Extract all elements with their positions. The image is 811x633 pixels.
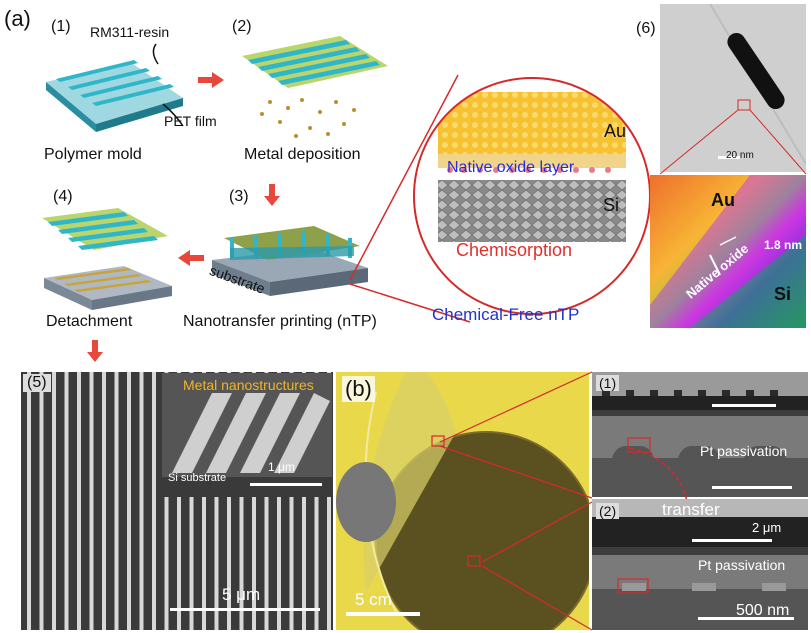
step4-caption: Detachment xyxy=(46,313,133,330)
sem2-passivation-label: Pt passivation xyxy=(698,557,786,573)
oxide-thickness-label: 1.8 nm xyxy=(764,238,803,252)
sem-scale-bar xyxy=(170,608,320,611)
sem-number: (5) xyxy=(23,374,51,392)
arrow-down-icon xyxy=(87,340,103,362)
hrtem-au-label: Au xyxy=(711,190,735,210)
sem1-passivation-label: Pt passivation xyxy=(700,443,788,459)
polymer-mold-illustration xyxy=(46,43,184,132)
zoom-au-label: Au xyxy=(604,121,627,141)
tem-zoom-lines xyxy=(659,109,807,175)
wafer-scale-label: 5 cm xyxy=(355,590,392,609)
step1-number: (1) xyxy=(51,18,71,35)
sem-inset-title: Metal nanostructures xyxy=(183,377,314,393)
native-oxide-layer-label: Native oxide layer xyxy=(447,159,575,176)
sem-inset-image xyxy=(162,373,332,497)
step2-number: (2) xyxy=(232,18,252,35)
sem1-number: (1) xyxy=(596,375,620,391)
arrow-right-icon xyxy=(198,72,224,88)
chemisorption-zoom-circle xyxy=(349,74,651,323)
method-title: Chemical-Free nTP xyxy=(432,305,580,324)
tem-number: (6) xyxy=(636,20,656,37)
resin-annotation: RM311-resin xyxy=(90,24,170,40)
zoom-si-label: Si xyxy=(603,195,620,215)
tem-scale-label: 20 nm xyxy=(726,150,754,161)
panel-b-tag: (b) xyxy=(342,376,375,402)
sem2-number: (2) xyxy=(596,503,620,519)
tem-image xyxy=(660,4,806,172)
sem-before-image xyxy=(592,372,808,497)
sem2-scale-top: 2 μm xyxy=(752,520,782,535)
hrtem-si-label: Si xyxy=(774,284,792,304)
hrtem-image xyxy=(650,175,806,328)
arrow-left-icon xyxy=(178,250,204,266)
arrow-down-icon xyxy=(264,184,280,206)
metal-deposition-illustration xyxy=(242,36,388,138)
chemisorption-label: Chemisorption xyxy=(456,240,573,260)
sem-inset-scale: 1 μm xyxy=(268,460,295,474)
panel-a-tag: (a) xyxy=(4,6,31,31)
detachment-illustration xyxy=(42,208,172,310)
wafer-photo xyxy=(336,372,589,630)
step2-caption: Metal deposition xyxy=(244,146,361,163)
nanotransfer-illustration xyxy=(212,226,368,296)
sem-scale-label: 5 μm xyxy=(222,585,261,604)
step3-number: (3) xyxy=(229,188,249,205)
step3-caption: Nanotransfer printing (nTP) xyxy=(183,313,377,330)
wafer-zoom-lines xyxy=(439,371,593,631)
transfer-label: transfer xyxy=(662,500,720,519)
sem-after-image xyxy=(592,499,808,630)
sem2-scale-label: 500 nm xyxy=(736,602,790,619)
sem-inset-substrate: Si substrate xyxy=(168,472,227,484)
step4-number: (4) xyxy=(53,188,73,205)
step1-caption: Polymer mold xyxy=(44,146,142,163)
